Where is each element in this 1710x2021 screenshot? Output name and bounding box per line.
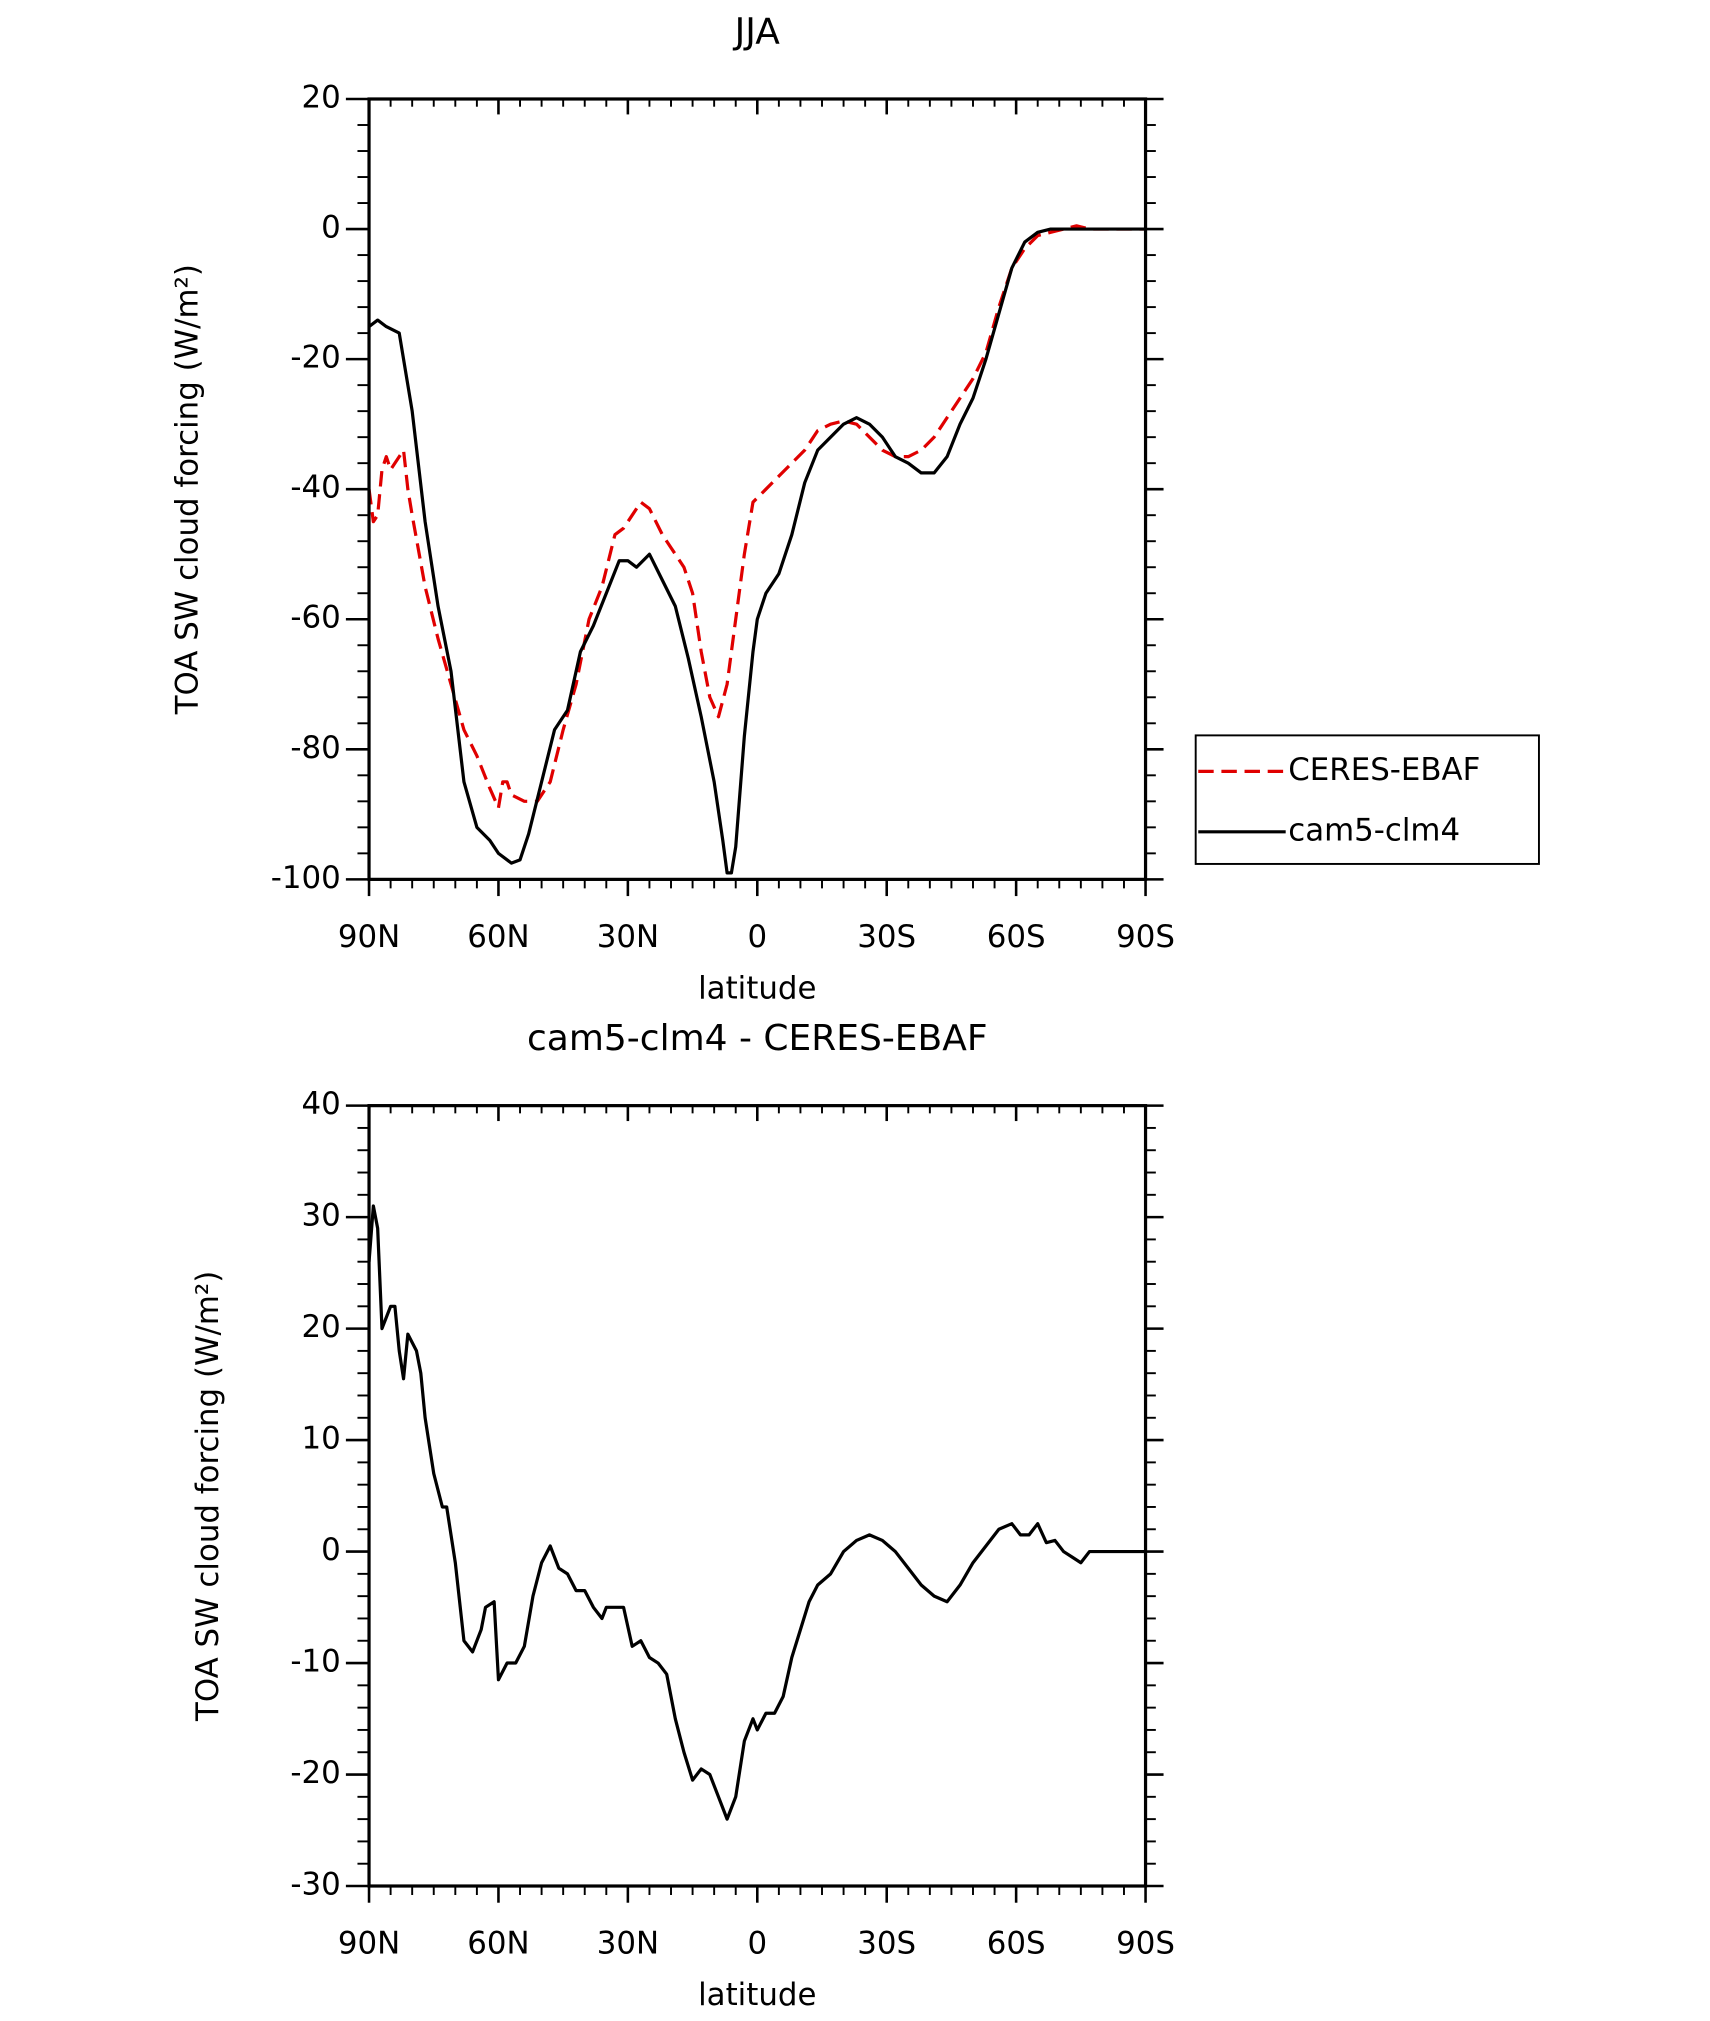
x-tick-label: 90S xyxy=(1116,919,1175,955)
x-tick-label: 60S xyxy=(987,1926,1046,1962)
y-tick-label: 20 xyxy=(302,1309,341,1345)
x-tick-label: 0 xyxy=(747,1926,767,1962)
y-tick-label: 10 xyxy=(302,1421,341,1457)
x-tick-label: 60S xyxy=(987,919,1046,955)
x-tick-label: 60N xyxy=(467,1926,529,1962)
y-axis-label: TOA SW cloud forcing (W/m²) xyxy=(170,264,206,715)
plot-frame xyxy=(367,97,1148,881)
chart-title: JJA xyxy=(733,11,781,52)
plot-frame xyxy=(367,1104,1148,1888)
x-tick-label: 90N xyxy=(338,1926,400,1962)
data-line xyxy=(367,1204,1146,1821)
y-tick-label: 0 xyxy=(321,210,341,246)
y-axis-label: TOA SW cloud forcing (W/m²) xyxy=(190,1271,226,1722)
x-axis-label: latitude xyxy=(698,970,816,1006)
x-tick-label: 90N xyxy=(338,919,400,955)
y-tick-label: -100 xyxy=(271,860,341,896)
x-tick-label: 30S xyxy=(857,1926,916,1962)
y-tick-label: -80 xyxy=(290,730,340,766)
x-tick-label: 0 xyxy=(747,919,767,955)
y-tick-label: -20 xyxy=(290,340,340,376)
data-line xyxy=(367,224,1146,810)
x-tick-label: 60N xyxy=(467,919,529,955)
legend-box xyxy=(1194,734,1540,865)
y-tick-label: -10 xyxy=(290,1644,340,1680)
x-tick-label: 30S xyxy=(857,919,916,955)
y-tick-label: -60 xyxy=(290,600,340,636)
y-tick-label: 30 xyxy=(302,1198,341,1234)
y-tick-label: 20 xyxy=(302,79,341,115)
x-tick-label: 90S xyxy=(1116,1926,1175,1962)
data-line xyxy=(368,227,1146,875)
x-tick-label: 30N xyxy=(597,1926,659,1962)
chart-title: cam5-clm4 - CERES-EBAF xyxy=(527,1018,988,1059)
legend-label: cam5-clm4 xyxy=(1288,812,1460,848)
y-tick-label: -30 xyxy=(290,1867,340,1903)
x-axis-label: latitude xyxy=(698,1977,816,2013)
y-tick-label: -20 xyxy=(290,1755,340,1791)
y-tick-label: -40 xyxy=(290,470,340,506)
x-tick-label: 30N xyxy=(597,919,659,955)
legend-label: CERES-EBAF xyxy=(1288,752,1480,788)
y-tick-label: 40 xyxy=(302,1086,341,1122)
y-tick-label: 0 xyxy=(321,1532,341,1568)
